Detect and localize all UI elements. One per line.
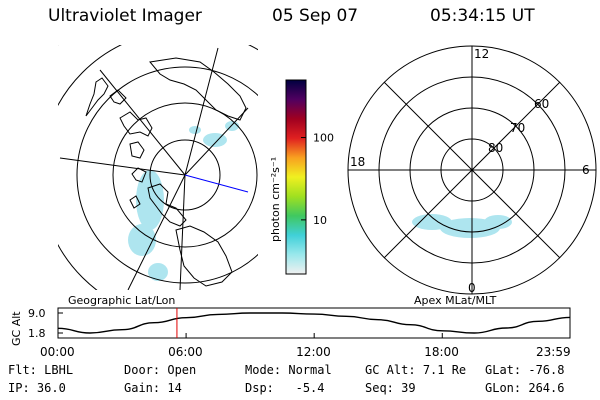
polar-mlat-label: 80 <box>488 141 503 155</box>
terminator-line <box>184 174 249 193</box>
polar-mlat-label: 70 <box>510 121 525 135</box>
polar-mlt-label: 18 <box>350 155 365 169</box>
altitude-xtick-label: 18:00 <box>424 345 459 359</box>
left-panel-label: Geographic Lat/Lon <box>68 294 175 307</box>
info-seq: Seq: 39 <box>365 381 416 395</box>
polar-spokes <box>348 46 596 294</box>
colorbar-unit: photon cm⁻²s⁻¹ <box>269 157 282 242</box>
altitude-xtick-label: 06:00 <box>168 345 203 359</box>
altitude-xtick-label: 23:59 <box>536 345 571 359</box>
app-title: Ultraviolet Imager <box>48 6 202 26</box>
info-flt: Flt: LBHL <box>8 363 74 377</box>
polar-mlt-label: 0 <box>468 281 476 295</box>
colorbar-tick-label: 100 <box>313 132 334 145</box>
latitude-circles <box>58 45 258 290</box>
altitude-ytick-label: 1.8 <box>28 327 46 340</box>
altitude-xtick-label: 12:00 <box>296 345 331 359</box>
info-glon: GLon: 264.6 <box>485 381 565 395</box>
altitude-yticks: 9.0 1.8 <box>28 307 63 340</box>
info-glat: GLat: -76.8 <box>485 363 565 377</box>
aurora-mag <box>412 214 512 238</box>
colorbar: 100 10 photon cm⁻²s⁻¹ <box>269 79 334 275</box>
date-label: 05 Sep 07 <box>272 6 359 26</box>
altitude-chart: GC Alt 9.0 1.8 00:00 06:00 12:00 18:00 23:59 <box>10 307 571 359</box>
info-gc-alt: GC Alt: 7.1 Re <box>365 363 467 377</box>
altitude-series-line <box>57 312 571 334</box>
altitude-xtick-label: 00:00 <box>40 345 75 359</box>
polar-mlt-label: 6 <box>582 163 590 177</box>
polar-mlat-label: 60 <box>534 97 549 111</box>
colorbar-tick-label: 10 <box>313 214 327 227</box>
info-mode: Mode: Normal <box>245 363 332 377</box>
altitude-xticks: 00:00 06:00 12:00 18:00 23:59 <box>40 333 571 359</box>
geographic-map <box>58 45 258 290</box>
right-panel-label: Apex MLat/MLT <box>414 294 497 307</box>
info-ip: IP: 36.0 <box>8 381 66 395</box>
colorbar-ticks: 100 10 <box>301 132 334 227</box>
coastlines <box>85 57 247 287</box>
info-dsp: Dsp: -5.4 <box>245 381 325 395</box>
altitude-ytick-label: 9.0 <box>28 307 46 320</box>
time-label: 05:34:15 UT <box>430 6 535 26</box>
altitude-ylabel: GC Alt <box>10 311 23 346</box>
colorbar-gradient <box>285 79 307 275</box>
polar-mlt-label: 12 <box>474 47 489 61</box>
info-door: Door: Open <box>124 363 197 377</box>
info-gain: Gain: 14 <box>124 381 182 395</box>
